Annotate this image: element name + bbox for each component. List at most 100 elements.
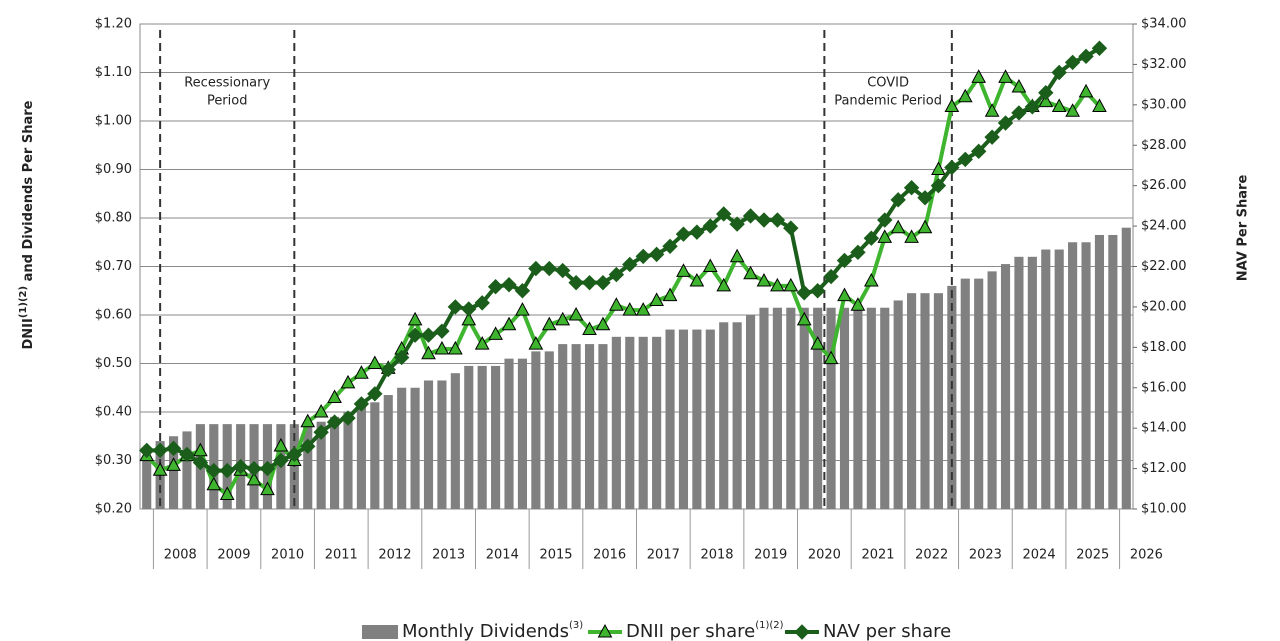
diamond-marker bbox=[300, 438, 316, 455]
bar bbox=[638, 336, 648, 509]
legend-label: Monthly Dividends(3) bbox=[402, 620, 583, 641]
y-tick-label: $1.20 bbox=[95, 17, 132, 32]
diamond-marker bbox=[917, 190, 933, 206]
annotation: Pandemic Period bbox=[834, 94, 942, 109]
triangle-marker bbox=[354, 365, 369, 379]
grid bbox=[139, 23, 1134, 510]
triangle-marker bbox=[327, 389, 342, 403]
bar bbox=[544, 351, 554, 509]
y2-tick-label: $14.00 bbox=[1141, 421, 1187, 436]
diamond-marker bbox=[326, 414, 343, 430]
diamond-marker bbox=[1064, 54, 1081, 71]
triangle-marker bbox=[206, 476, 222, 491]
y2-tick-label: $24.00 bbox=[1141, 219, 1187, 234]
bar bbox=[397, 387, 407, 509]
triangle-marker bbox=[783, 277, 799, 292]
x-tick-label: 2023 bbox=[969, 548, 1002, 563]
triangle-marker bbox=[313, 403, 329, 418]
bar bbox=[1054, 249, 1064, 509]
bar bbox=[356, 407, 366, 509]
bar bbox=[370, 402, 380, 509]
legend-label: NAV per share bbox=[823, 621, 951, 641]
x-tick-label: 2009 bbox=[217, 548, 250, 563]
diamond-marker bbox=[541, 260, 557, 277]
bar bbox=[1041, 249, 1051, 509]
x-tick-label: 2026 bbox=[1130, 548, 1163, 563]
triangle-marker bbox=[501, 316, 517, 331]
triangle-marker bbox=[597, 623, 613, 638]
bar bbox=[839, 307, 850, 509]
diamond-marker bbox=[930, 177, 947, 194]
diamond-marker bbox=[997, 115, 1014, 131]
x-tick-label: 2008 bbox=[164, 548, 197, 563]
legend-name: DNII per share bbox=[626, 621, 755, 641]
y-label-rest: and Dividends Per Share bbox=[21, 100, 36, 286]
triangle-marker bbox=[582, 321, 597, 336]
bar bbox=[1121, 227, 1131, 509]
x-tick-label: 2016 bbox=[593, 548, 626, 563]
x-tick-label: 2020 bbox=[808, 548, 841, 563]
annotation: Period bbox=[207, 94, 248, 109]
bar bbox=[303, 424, 313, 509]
x-tick-label: 2012 bbox=[378, 548, 411, 563]
y2-tick-label: $30.00 bbox=[1141, 97, 1187, 112]
y2-tick-label: $28.00 bbox=[1141, 138, 1187, 153]
x-tick-label: 2017 bbox=[647, 548, 680, 563]
triangle-marker bbox=[796, 311, 812, 326]
x-tick-label: 2010 bbox=[271, 548, 304, 563]
triangle-marker bbox=[931, 161, 946, 175]
diamond-marker bbox=[407, 327, 423, 343]
x-tick-label: 2021 bbox=[861, 548, 894, 563]
triangle-marker bbox=[689, 273, 705, 287]
triangle-marker bbox=[1051, 98, 1067, 112]
y2-tick-label: $32.00 bbox=[1141, 57, 1187, 72]
diamond-marker bbox=[1091, 40, 1108, 56]
bar bbox=[450, 373, 460, 509]
diamond-marker bbox=[595, 274, 611, 291]
triangle-marker bbox=[488, 326, 503, 340]
diamond-marker bbox=[420, 327, 437, 343]
bar bbox=[732, 322, 742, 509]
x-tick-label: 2014 bbox=[486, 548, 519, 563]
diamond-marker bbox=[259, 460, 276, 477]
diamond-marker bbox=[219, 462, 235, 479]
triangle-marker bbox=[595, 316, 611, 331]
y-tick-label: $0.70 bbox=[95, 259, 132, 274]
bar bbox=[974, 278, 984, 509]
bar bbox=[813, 307, 823, 509]
x-tick-label: 2025 bbox=[1076, 548, 1109, 563]
diamond-marker bbox=[353, 396, 370, 412]
bar bbox=[410, 387, 420, 509]
bar bbox=[584, 344, 595, 509]
y2-tick-label: $12.00 bbox=[1141, 461, 1187, 476]
y2-tick-label: $10.00 bbox=[1141, 502, 1187, 517]
diamond-marker bbox=[528, 260, 544, 277]
diamond-marker bbox=[581, 274, 598, 291]
triangle-marker bbox=[515, 302, 530, 316]
bar bbox=[772, 307, 782, 509]
bar bbox=[665, 329, 675, 509]
diamond-marker bbox=[340, 410, 356, 426]
bar bbox=[920, 293, 930, 509]
x-tick-label: 2015 bbox=[539, 548, 572, 563]
bar bbox=[880, 307, 890, 509]
triangle-marker bbox=[944, 98, 960, 112]
diamond-marker bbox=[729, 216, 745, 232]
bar bbox=[786, 307, 796, 509]
legend-note: (3) bbox=[569, 620, 583, 631]
bar bbox=[866, 307, 876, 509]
y-tick-label: $0.80 bbox=[95, 211, 132, 226]
diamond-marker bbox=[165, 440, 182, 457]
bar bbox=[893, 300, 903, 509]
diamond-marker bbox=[380, 361, 396, 378]
triangle-marker bbox=[1092, 98, 1107, 112]
diamond-marker bbox=[554, 262, 571, 279]
triangle-marker bbox=[609, 297, 624, 311]
triangle-marker bbox=[729, 248, 745, 263]
diamond-marker bbox=[756, 212, 772, 228]
legend-label: DNII per share(1)(2) bbox=[626, 620, 784, 641]
legend-swatch bbox=[362, 625, 398, 639]
bar bbox=[464, 365, 474, 509]
bar bbox=[705, 329, 715, 509]
